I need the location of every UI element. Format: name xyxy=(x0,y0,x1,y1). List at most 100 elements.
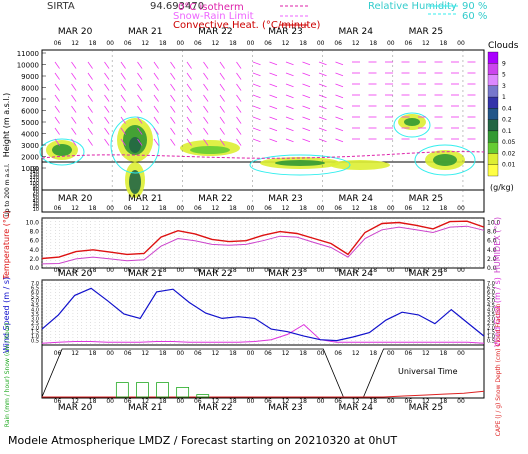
low-height-tick: 60 xyxy=(33,193,39,199)
wind-arrows xyxy=(54,61,476,146)
hour-label: 00 xyxy=(176,398,184,405)
wind-arrow xyxy=(203,105,209,113)
colorbar-swatch xyxy=(487,51,499,64)
temp-tick: 2.0 xyxy=(29,256,39,263)
wind-arrow xyxy=(153,116,159,124)
gust-tick: 3.5 xyxy=(487,312,495,318)
hour-label: 18 xyxy=(369,40,377,47)
hour-label: 18 xyxy=(440,205,448,212)
colorbar-swatch xyxy=(487,130,499,143)
colorbar-label: 5 xyxy=(502,72,506,79)
humidex-tick: 0.0 xyxy=(487,265,497,272)
wind-arrow xyxy=(71,127,77,135)
universal-time-label: Universal Time xyxy=(398,367,458,376)
wind-arrow xyxy=(186,61,192,69)
colorbar-swatch xyxy=(487,85,499,98)
hour-label: 00 xyxy=(176,267,184,274)
wind-arrow xyxy=(203,61,209,69)
hour-label: 06 xyxy=(194,267,202,274)
wind-arrow xyxy=(302,127,311,132)
wind-arrow xyxy=(153,94,159,102)
hour-label: 00 xyxy=(387,267,395,274)
day-label: MAR 22 xyxy=(198,27,233,37)
day-label: MAR 25 xyxy=(409,27,444,37)
day-label: MAR 23 xyxy=(268,269,303,279)
colorbar-label: 0.2 xyxy=(502,117,512,124)
colorbar-swatch xyxy=(487,96,499,109)
wind-arrow xyxy=(219,83,225,91)
hour-label: 18 xyxy=(229,267,237,274)
humidex-line xyxy=(41,225,485,265)
day-label: MAR 25 xyxy=(409,269,444,279)
hour-label: 06 xyxy=(194,398,202,405)
rain-bar xyxy=(196,394,210,398)
rh-contour xyxy=(249,154,351,176)
hour-label: 06 xyxy=(54,267,62,274)
low-height-tick: 80 xyxy=(33,187,39,193)
wind-arrow xyxy=(285,61,294,66)
height-tick: 6000 xyxy=(21,108,39,116)
wind-arrow xyxy=(318,116,327,121)
hour-label: 12 xyxy=(212,398,220,405)
colorbar-label: 3 xyxy=(502,83,506,90)
wind-arrow xyxy=(137,138,143,146)
cloud-blob xyxy=(404,118,420,126)
wind-arrow xyxy=(252,105,261,110)
wind-arrow xyxy=(137,127,143,135)
colorbar-swatch xyxy=(487,63,499,75)
wind-arrow xyxy=(252,61,261,66)
day-label: MAR 24 xyxy=(338,269,373,279)
hour-label: 06 xyxy=(194,350,202,357)
wind-speed-line xyxy=(41,287,485,342)
wind-arrow xyxy=(285,94,294,99)
day-label: MAR 24 xyxy=(338,403,373,413)
wind-arrow xyxy=(236,83,242,91)
hour-label: 06 xyxy=(334,205,342,212)
wind-arrow xyxy=(219,72,225,80)
hour-label: 12 xyxy=(422,398,430,405)
wind-tick: 3.5 xyxy=(31,312,39,318)
convective-legend-label: Convective Heat. (°C/minute) xyxy=(173,20,321,31)
hour-label: 00 xyxy=(106,267,114,274)
wind-arrow xyxy=(71,72,77,80)
hour-label: 12 xyxy=(352,40,360,47)
colorbar-label: 0.4 xyxy=(502,105,512,112)
wind-arrow xyxy=(71,116,77,124)
hour-label: 12 xyxy=(71,350,79,357)
hour-label: 06 xyxy=(54,40,62,47)
wind-arrow xyxy=(269,138,278,143)
height-tick: 4000 xyxy=(21,131,39,139)
wind-tick: 2.5 xyxy=(31,321,39,327)
wind-arrow xyxy=(120,105,126,113)
wind-arrow xyxy=(236,116,242,124)
wind-arrow xyxy=(87,105,93,113)
low-height-tick: 150 xyxy=(29,167,39,173)
wind-arrow xyxy=(54,61,60,69)
wind-arrow xyxy=(203,127,209,135)
hour-label: 00 xyxy=(106,205,114,212)
wind-arrow xyxy=(170,94,176,102)
rh-contour xyxy=(414,144,476,176)
hour-label: 18 xyxy=(229,205,237,212)
height-tick: 11000 xyxy=(17,50,39,58)
day-label: MAR 20 xyxy=(58,403,93,413)
hour-label: 12 xyxy=(141,205,149,212)
hour-label: 12 xyxy=(71,398,79,405)
day-label: MAR 21 xyxy=(128,194,163,204)
forecast-title: Modele Atmospherique LMDZ / Forecast sta… xyxy=(8,434,397,447)
wind-arrow xyxy=(186,83,192,91)
wind-tick: 1.0 xyxy=(31,334,39,340)
wind-arrow xyxy=(285,83,294,88)
wind-arrow xyxy=(104,105,110,113)
day-label: MAR 23 xyxy=(268,194,303,204)
hour-label: 06 xyxy=(264,267,272,274)
precip-axis-label: Rain (mm / hour) Snow (cm / hour) xyxy=(4,323,11,427)
wind-gust-axis-label: Wind Gust (m / s) xyxy=(493,277,502,347)
colorbar-label: 0.05 xyxy=(502,139,516,146)
wind-arrow xyxy=(153,83,159,91)
hour-label: 00 xyxy=(317,398,325,405)
hour-label: 06 xyxy=(334,350,342,357)
gust-tick: 4.0 xyxy=(487,308,495,314)
hour-label: 06 xyxy=(334,40,342,47)
gust-tick: 1.0 xyxy=(487,334,495,340)
